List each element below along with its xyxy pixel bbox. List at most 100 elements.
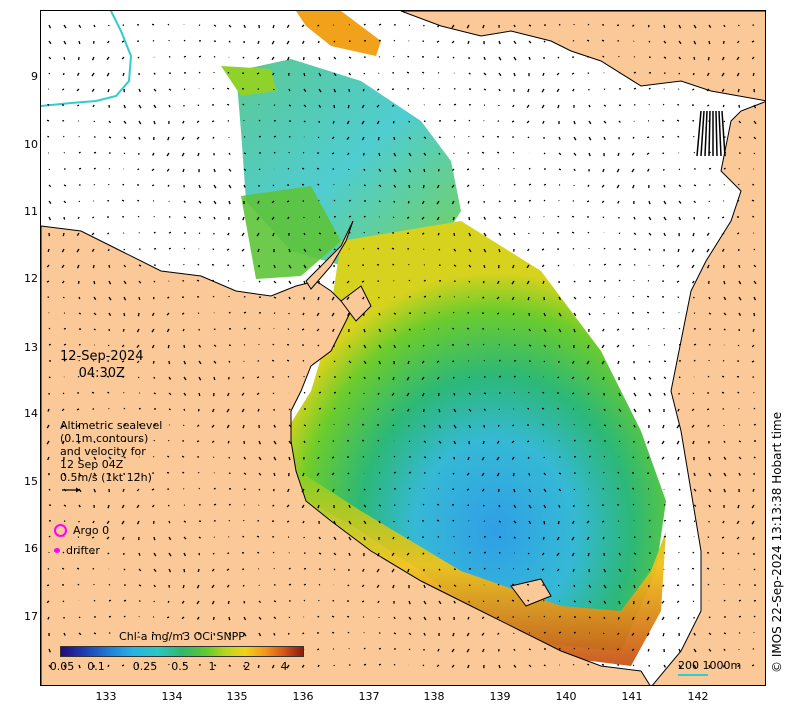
velocity-arrow xyxy=(453,232,456,237)
velocity-arrow xyxy=(78,616,81,619)
velocity-arrow xyxy=(48,72,51,75)
velocity-arrow xyxy=(618,600,621,605)
velocity-arrow xyxy=(558,152,562,156)
velocity-arrow xyxy=(243,600,246,604)
velocity-arrow xyxy=(166,616,170,619)
velocity-arrow xyxy=(737,552,740,555)
velocity-arrow xyxy=(197,408,200,412)
velocity-arrow xyxy=(526,104,530,109)
velocity-arrow xyxy=(123,152,126,155)
velocity-arrow xyxy=(647,24,650,28)
velocity-arrow xyxy=(48,184,52,188)
velocity-arrow xyxy=(513,391,516,394)
velocity-arrow xyxy=(633,376,636,381)
velocity-arrow xyxy=(256,216,260,221)
velocity-arrow xyxy=(228,472,231,475)
velocity-arrow xyxy=(601,200,605,204)
velocity-arrow xyxy=(333,40,336,43)
velocity-arrow xyxy=(571,231,575,234)
velocity-arrow xyxy=(287,216,290,220)
velocity-arrow xyxy=(361,600,365,603)
velocity-arrow xyxy=(541,264,545,268)
velocity-arrow xyxy=(228,456,231,459)
velocity-arrow xyxy=(662,311,665,314)
velocity-arrow xyxy=(137,168,140,171)
velocity-arrow xyxy=(558,631,562,634)
velocity-arrow xyxy=(573,296,577,300)
velocity-arrow xyxy=(571,552,575,557)
velocity-arrow xyxy=(751,56,755,60)
velocity-arrow xyxy=(678,56,682,60)
velocity-arrow xyxy=(78,343,81,346)
velocity-arrow xyxy=(693,56,696,60)
velocity-arrow xyxy=(362,88,365,92)
velocity-arrow xyxy=(151,344,155,349)
velocity-arrow xyxy=(423,136,427,140)
velocity-arrow xyxy=(272,551,275,554)
date-time-label: 12-Sep-2024 04:30Z xyxy=(60,348,144,382)
velocity-arrow xyxy=(678,216,681,221)
velocity-arrow xyxy=(466,472,470,476)
velocity-arrow xyxy=(542,391,545,394)
velocity-arrow xyxy=(138,232,140,234)
velocity-arrow xyxy=(92,520,95,524)
velocity-arrow xyxy=(377,600,380,604)
velocity-arrow xyxy=(392,376,395,381)
velocity-arrow xyxy=(513,216,517,219)
velocity-arrow xyxy=(318,104,322,108)
velocity-arrow xyxy=(331,296,335,301)
velocity-arrow xyxy=(661,456,665,460)
velocity-arrow xyxy=(227,552,230,555)
velocity-arrow xyxy=(348,536,352,541)
velocity-arrow xyxy=(213,664,217,667)
lat-tick-label: 10 xyxy=(24,138,38,151)
velocity-arrow xyxy=(272,72,275,76)
velocity-arrow xyxy=(453,248,457,252)
velocity-arrow xyxy=(331,152,335,155)
velocity-arrow xyxy=(557,520,560,525)
velocity-arrow xyxy=(528,344,532,347)
velocity-arrow xyxy=(363,520,367,525)
velocity-arrow xyxy=(153,120,156,125)
velocity-arrow xyxy=(498,359,501,362)
lon-tick-label: 138 xyxy=(423,690,445,703)
map-area[interactable] xyxy=(40,10,766,686)
velocity-arrow xyxy=(258,600,262,603)
velocity-arrow xyxy=(48,376,51,379)
velocity-scale-arrow-icon xyxy=(62,487,80,493)
velocity-arrow xyxy=(706,264,710,269)
velocity-arrow xyxy=(692,600,695,603)
velocity-arrow xyxy=(62,440,65,445)
velocity-arrow xyxy=(168,552,172,557)
velocity-arrow xyxy=(361,136,365,141)
velocity-arrow xyxy=(572,88,575,92)
velocity-arrow xyxy=(736,375,740,378)
velocity-arrow xyxy=(483,424,486,428)
velocity-arrow xyxy=(557,56,560,59)
velocity-arrow xyxy=(377,136,380,141)
velocity-arrow xyxy=(197,152,200,157)
velocity-arrow xyxy=(77,375,80,378)
sealevel-legend-line-3: and velocity for xyxy=(60,445,146,458)
velocity-arrow xyxy=(363,504,367,508)
velocity-arrow xyxy=(166,152,170,157)
lon-tick-label: 137 xyxy=(358,690,380,703)
velocity-arrow xyxy=(123,120,127,124)
velocity-arrow xyxy=(48,648,51,653)
velocity-arrow xyxy=(167,23,170,26)
velocity-arrow xyxy=(393,152,397,157)
velocity-arrow xyxy=(511,120,515,123)
velocity-arrow xyxy=(527,391,530,394)
velocity-arrow xyxy=(288,104,292,107)
velocity-arrow xyxy=(662,264,665,267)
velocity-arrow xyxy=(331,456,335,459)
velocity-arrow xyxy=(646,136,650,139)
velocity-arrow xyxy=(467,343,470,346)
velocity-arrow xyxy=(198,552,201,556)
velocity-arrow xyxy=(48,200,52,204)
velocity-arrow xyxy=(512,583,515,586)
velocity-arrow xyxy=(721,232,725,236)
velocity-arrow xyxy=(543,472,547,476)
velocity-arrow xyxy=(78,200,81,203)
velocity-arrow xyxy=(316,328,320,332)
